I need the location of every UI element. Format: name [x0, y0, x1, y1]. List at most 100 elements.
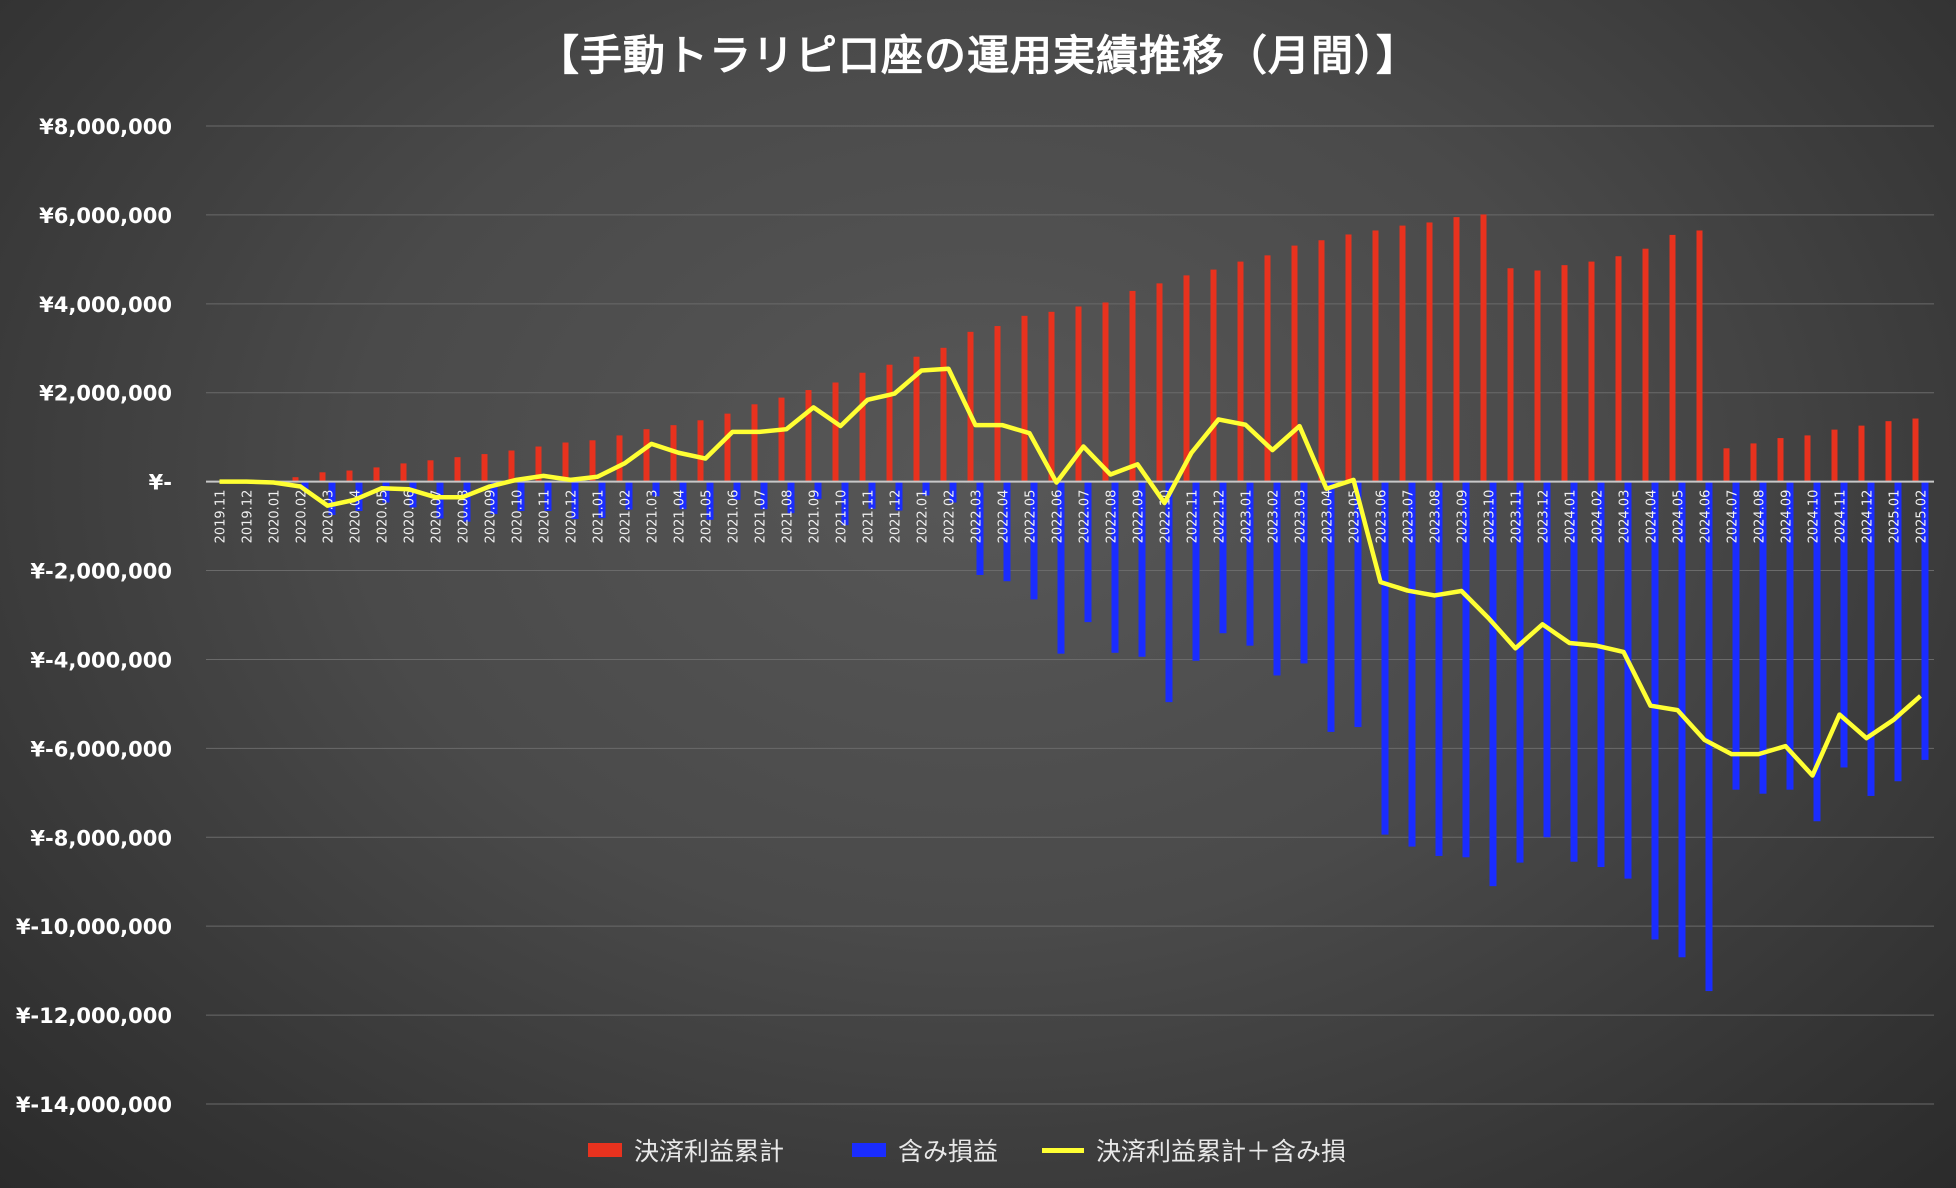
bar-settled-profit — [697, 420, 704, 482]
bar-unrealized-pl — [1273, 481, 1281, 676]
y-tick-label: ¥-12,000,000 — [16, 1004, 172, 1028]
bar-unrealized-pl — [382, 481, 390, 503]
bar-unrealized-pl — [895, 481, 903, 511]
bar-settled-profit — [913, 356, 920, 482]
bar-settled-profit — [1507, 268, 1514, 482]
bar-settled-profit — [940, 347, 947, 482]
bar-unrealized-pl — [1624, 481, 1632, 879]
bar-settled-profit — [967, 331, 974, 482]
x-tick-label: 2020.09 — [484, 490, 499, 544]
x-tick-label: 2023.01 — [1240, 490, 1255, 544]
bar-unrealized-pl — [436, 481, 444, 519]
bar-unrealized-pl — [814, 481, 822, 499]
legend-item-total: 決済利益累計＋含み損 — [1042, 1132, 1346, 1168]
bar-settled-profit — [1453, 217, 1460, 482]
bar-unrealized-pl — [1435, 481, 1443, 856]
bar-unrealized-pl — [1327, 481, 1335, 732]
bar-settled-profit — [1777, 438, 1784, 482]
bar-settled-profit — [643, 429, 650, 482]
bar-settled-profit — [319, 472, 326, 482]
x-tick-label: 2020.03 — [322, 490, 337, 544]
bar-settled-profit — [1534, 270, 1541, 482]
bar-unrealized-pl — [1354, 481, 1362, 728]
x-tick-label: 2021.06 — [727, 490, 742, 544]
bar-settled-profit — [400, 463, 407, 482]
bar-unrealized-pl — [1084, 481, 1092, 623]
x-tick-label: 2023.10 — [1483, 490, 1498, 544]
y-tick-label: ¥-6,000,000 — [30, 737, 172, 761]
bar-settled-profit — [1480, 214, 1487, 482]
bar-unrealized-pl — [733, 481, 741, 500]
x-tick-label: 2022.01 — [916, 490, 931, 544]
y-tick-label: ¥8,000,000 — [39, 115, 172, 139]
x-tick-label: 2022.09 — [1132, 490, 1147, 544]
bar-unrealized-pl — [841, 481, 849, 526]
x-tick-label: 2024.10 — [1807, 490, 1822, 544]
bar-unrealized-pl — [1516, 481, 1524, 863]
bar-settled-profit — [562, 442, 569, 482]
bar-settled-profit — [751, 404, 758, 482]
x-tick-label: 2024.06 — [1699, 490, 1714, 544]
y-tick-label: ¥6,000,000 — [39, 204, 172, 228]
bar-settled-profit — [346, 470, 353, 482]
bar-settled-profit — [454, 457, 461, 482]
bar-unrealized-pl — [652, 481, 660, 497]
x-tick-label: 2025.02 — [1915, 490, 1930, 544]
bar-unrealized-pl — [1219, 481, 1227, 634]
x-tick-label: 2020.01 — [268, 490, 283, 544]
x-tick-label: 2022.03 — [970, 490, 985, 544]
bar-unrealized-pl — [1165, 481, 1173, 703]
x-tick-label: 2019.11 — [214, 490, 229, 544]
x-tick-label: 2022.06 — [1051, 490, 1066, 544]
bar-settled-profit — [1129, 290, 1136, 482]
bar-unrealized-pl — [922, 481, 930, 496]
x-tick-label: 2023.12 — [1537, 490, 1552, 544]
bar-unrealized-pl — [463, 481, 471, 522]
bar-settled-profit — [1885, 421, 1892, 482]
bar-settled-profit — [616, 435, 623, 482]
bar-settled-profit — [535, 446, 542, 482]
bar-unrealized-pl — [868, 481, 876, 509]
bar-settled-profit — [1804, 435, 1811, 482]
bar-settled-profit — [832, 382, 839, 482]
x-tick-label: 2023.11 — [1510, 490, 1525, 544]
bar-settled-profit — [886, 364, 893, 482]
bar-unrealized-pl — [1030, 481, 1038, 600]
bar-unrealized-pl — [301, 481, 309, 491]
x-tick-label: 2021.02 — [619, 490, 634, 544]
bar-settled-profit — [481, 454, 488, 482]
bar-settled-profit — [1102, 302, 1109, 482]
bar-settled-profit — [1669, 234, 1676, 482]
bar-unrealized-pl — [1705, 481, 1713, 992]
x-tick-label: 2020.06 — [403, 490, 418, 544]
bar-unrealized-pl — [1786, 481, 1794, 790]
legend: 決済利益累計 含み損益 決済利益累計＋含み損 — [0, 1132, 1956, 1168]
x-tick-label: 2024.12 — [1861, 490, 1876, 544]
x-tick-label: 2021.09 — [808, 490, 823, 544]
x-tick-label: 2020.12 — [565, 490, 580, 544]
bar-unrealized-pl — [1543, 481, 1551, 838]
legend-swatch-red — [588, 1143, 622, 1157]
bar-unrealized-pl — [1003, 481, 1011, 582]
y-tick-label: ¥- — [149, 471, 172, 495]
bar-unrealized-pl — [1759, 481, 1767, 794]
bar-unrealized-pl — [1381, 481, 1389, 835]
bar-settled-profit — [1696, 230, 1703, 482]
x-tick-label: 2021.03 — [646, 490, 661, 544]
y-tick-label: ¥4,000,000 — [39, 293, 172, 317]
bar-settled-profit — [427, 460, 434, 482]
x-tick-label: 2022.07 — [1078, 490, 1093, 544]
x-tick-label: 2025.01 — [1888, 490, 1903, 544]
x-tick-label: 2024.09 — [1780, 490, 1795, 544]
bar-unrealized-pl — [1138, 481, 1146, 657]
bar-unrealized-pl — [679, 481, 687, 510]
bar-settled-profit — [1264, 255, 1271, 482]
legend-item-unrealized: 含み損益 — [852, 1132, 998, 1168]
y-tick-label: ¥2,000,000 — [39, 382, 172, 406]
x-tick-label: 2020.05 — [376, 490, 391, 544]
bar-unrealized-pl — [1570, 481, 1578, 862]
bar-unrealized-pl — [787, 481, 795, 514]
bar-unrealized-pl — [1462, 481, 1470, 858]
x-tick-label: 2023.09 — [1456, 490, 1471, 544]
bar-settled-profit — [1561, 265, 1568, 482]
